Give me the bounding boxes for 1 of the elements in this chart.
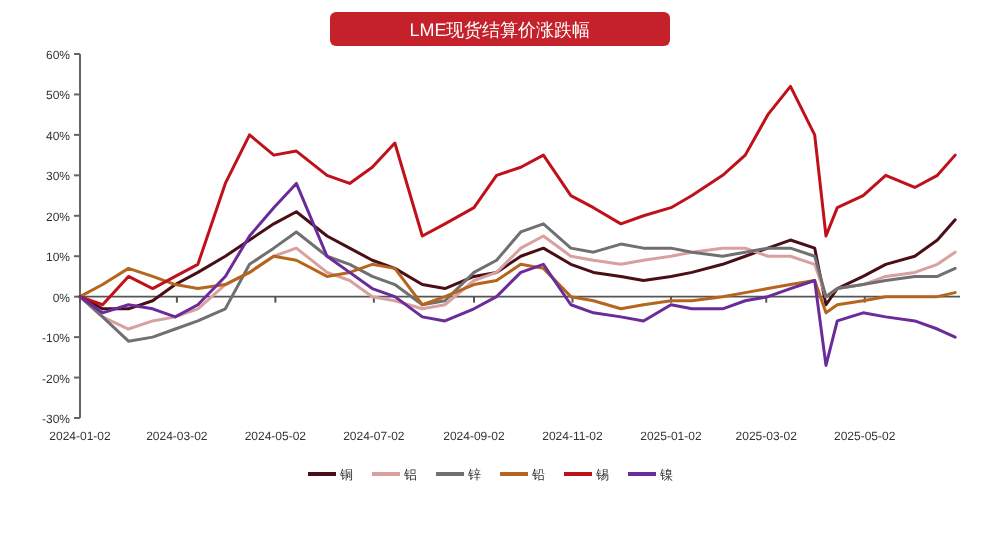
chart-title: LME现货结算价涨跌幅: [409, 20, 591, 40]
